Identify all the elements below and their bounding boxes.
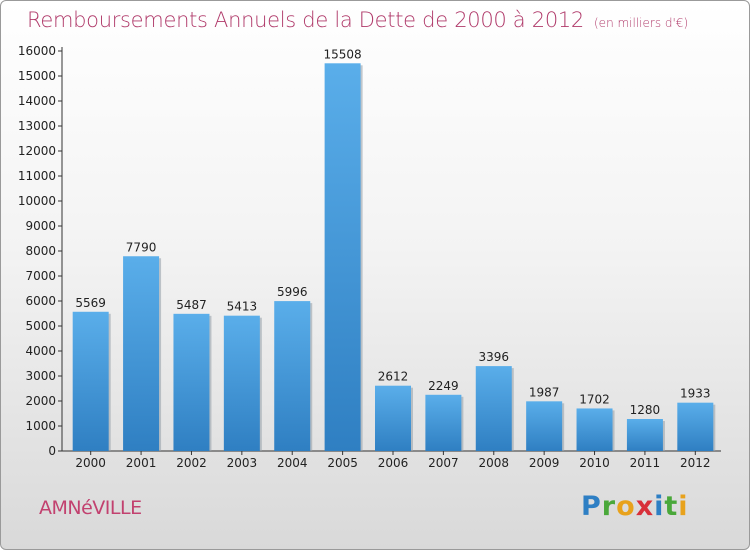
chart-title: Remboursements Annuels de la Dette de 20…	[27, 8, 584, 32]
y-tick-label: 2000	[25, 394, 56, 408]
y-tick-label: 8000	[25, 244, 56, 258]
x-tick-label: 2006	[378, 456, 409, 470]
y-tick-label: 10000	[18, 194, 56, 208]
bar	[173, 313, 210, 451]
logo-letter: P	[581, 491, 602, 522]
x-tick-label: 2000	[75, 456, 106, 470]
y-tick-label: 6000	[25, 294, 56, 308]
bar	[677, 402, 714, 451]
logo-letter: o	[616, 491, 636, 522]
y-tick-label: 11000	[18, 169, 56, 183]
y-tick-label: 15000	[18, 69, 56, 83]
proxiti-logo: Proxiti	[581, 491, 689, 522]
data-label: 5487	[176, 298, 207, 312]
x-tick-label: 2002	[176, 456, 207, 470]
logo-letter: i	[654, 491, 665, 522]
data-label: 1702	[579, 392, 610, 406]
chart-title-block: Remboursements Annuels de la Dette de 20…	[27, 8, 688, 32]
bar	[123, 256, 160, 451]
logo-letter: x	[635, 491, 655, 522]
y-tick-label: 7000	[25, 269, 56, 283]
bar	[375, 385, 411, 451]
bar	[626, 419, 663, 451]
x-tick-label: 2004	[277, 456, 308, 470]
y-tick-label: 1000	[25, 419, 56, 433]
x-tick-label: 2003	[227, 456, 258, 470]
data-label: 3396	[478, 350, 509, 364]
x-tick-label: 2011	[630, 456, 661, 470]
data-label: 5996	[277, 285, 308, 299]
data-label: 15508	[324, 47, 362, 61]
y-tick-label: 12000	[18, 144, 56, 158]
x-tick-label: 2005	[327, 456, 358, 470]
bar	[223, 315, 260, 451]
bar	[274, 301, 311, 451]
y-tick-label: 0	[48, 444, 56, 458]
y-tick-label: 5000	[25, 319, 56, 333]
bar	[324, 63, 361, 452]
data-label: 1987	[529, 385, 560, 399]
x-tick-label: 2001	[126, 456, 157, 470]
y-tick-label: 13000	[18, 119, 56, 133]
bar	[72, 311, 109, 451]
x-tick-label: 2007	[428, 456, 459, 470]
commune-name: AMNéVILLE	[39, 497, 142, 519]
y-tick-label: 4000	[25, 344, 56, 358]
bar	[475, 366, 512, 451]
data-label: 1933	[680, 387, 711, 401]
bar	[526, 401, 563, 451]
y-tick-label: 16000	[18, 44, 56, 58]
logo-letter: i	[678, 491, 689, 522]
logo-letter: r	[601, 491, 617, 522]
bar	[576, 408, 613, 451]
y-tick-label: 3000	[25, 369, 56, 383]
data-label: 5413	[227, 300, 258, 314]
y-tick-label: 14000	[18, 94, 56, 108]
data-label: 5569	[75, 296, 106, 310]
x-tick-label: 2012	[680, 456, 711, 470]
chart-subtitle: (en milliers d'€)	[594, 16, 689, 30]
y-tick-label: 9000	[25, 219, 56, 233]
x-tick-label: 2009	[529, 456, 560, 470]
data-label: 7790	[126, 240, 157, 254]
x-tick-label: 2008	[478, 456, 509, 470]
data-label: 1280	[630, 403, 661, 417]
x-tick-label: 2010	[579, 456, 610, 470]
bar	[425, 394, 462, 451]
logo-letter: t	[664, 491, 679, 522]
data-label: 2249	[428, 379, 459, 393]
data-label: 2612	[378, 370, 409, 384]
